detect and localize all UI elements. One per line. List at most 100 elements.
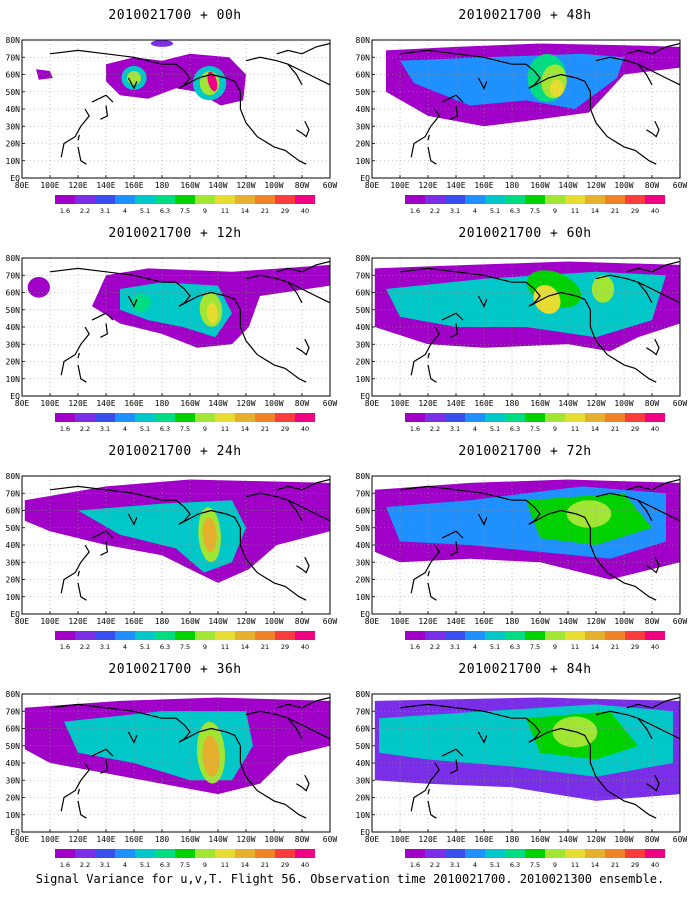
colorbar-label: 5.1 [140,643,150,651]
coastline [287,63,303,86]
colorbar-label: 40 [301,861,309,869]
latitude-tick-label: 10N [6,593,21,602]
colorbar-swatch [485,413,505,422]
longitude-tick-label: 160W [530,399,549,408]
colorbar-label: 3.1 [100,643,110,651]
colorbar-label: 21 [611,861,619,869]
colorbar-swatch [645,195,665,204]
latitude-tick-label: 20N [6,576,21,585]
colorbar-label: 6.3 [160,861,170,869]
coastline [77,582,87,601]
colorbar-swatch [445,413,465,422]
colorbar-swatch [295,849,315,858]
latitude-tick-label: 40N [6,541,21,550]
latitude-tick-label: 40N [356,105,371,114]
coastline [626,696,680,709]
colorbar-label: 11 [571,207,579,215]
colorbar-swatch [215,413,235,422]
longitude-tick-label: 160E [124,399,143,408]
longitude-tick-label: 80W [645,181,660,190]
coastline [287,717,303,740]
coastline [410,762,440,812]
longitude-tick-label: 60W [673,181,688,190]
longitude-tick-label: 100W [614,181,633,190]
longitude-tick-label: 80E [15,181,30,190]
latitude-tick-label: EQ [10,828,20,837]
colorbar-swatch [405,195,425,204]
longitude-tick-label: 140E [96,835,115,844]
coastline [528,509,657,601]
coastline [127,77,138,90]
colorbar-swatch [275,413,295,422]
longitude-tick-label: 100W [264,835,283,844]
coastline [441,94,464,103]
coastline [450,105,459,120]
latitude-tick-label: 20N [356,358,371,367]
coastline [441,530,464,539]
latitude-tick-label: 30N [6,340,21,349]
latitude-tick-label: 30N [6,558,21,567]
latitude-tick-label: 80N [356,690,371,699]
colorbar-label: 9 [203,207,207,215]
longitude-tick-label: 160E [474,617,493,626]
longitude-tick-label: 100W [264,181,283,190]
coastline [178,727,307,819]
colorbar-label: 7.5 [530,861,540,869]
coastline [276,42,330,55]
longitude-tick-label: 100E [40,399,59,408]
variance-contour [36,69,53,80]
longitude-tick-label: 180 [505,399,520,408]
longitude-tick-label: 140E [446,835,465,844]
longitude-tick-label: 180 [505,617,520,626]
panel-title: 2010021700 + 12h [108,226,242,241]
longitude-tick-label: 140W [208,835,227,844]
longitude-tick-label: 140E [446,399,465,408]
coastline [60,326,90,376]
colorbar-swatch [155,849,175,858]
colorbar-swatch [585,631,605,640]
coastline [276,260,330,273]
colorbar-swatch [175,413,195,422]
colorbar-swatch [175,195,195,204]
latitude-tick-label: 80N [6,254,21,263]
colorbar-swatch [485,631,505,640]
colorbar-swatch [525,849,545,858]
coastline [127,295,138,308]
colorbar-label: 29 [631,425,639,433]
colorbar-swatch [115,849,135,858]
latitude-tick-label: 60N [356,507,371,516]
coastline [276,478,330,491]
colorbar-label: 1.6 [60,207,70,215]
longitude-tick-label: 100E [390,181,409,190]
longitude-tick-label: 80W [295,835,310,844]
colorbar-label: 14 [591,425,599,433]
colorbar-swatch [605,631,625,640]
colorbar-label: 2.2 [80,643,90,651]
colorbar-label: 9 [203,643,207,651]
longitude-tick-label: 100E [40,617,59,626]
colorbar-label: 40 [301,643,309,651]
longitude-tick-label: 160E [124,617,143,626]
latitude-tick-label: 60N [6,725,21,734]
longitude-tick-label: 120W [236,835,255,844]
colorbar-swatch [135,631,155,640]
colorbar-label: 14 [241,425,249,433]
latitude-tick-label: 30N [6,122,21,131]
colorbar-swatch [545,849,565,858]
longitude-tick-label: 80E [15,835,30,844]
coastline [427,788,430,795]
coastline [287,499,303,522]
colorbar-swatch [115,631,135,640]
latitude-tick-label: EQ [360,828,370,837]
colorbar-swatch [195,195,215,204]
latitude-tick-label: 70N [356,489,371,498]
coastline [296,120,310,138]
longitude-tick-label: 120E [68,181,87,190]
colorbar-swatch [505,631,525,640]
coastline [646,774,660,792]
colorbar-label: 4 [123,643,127,651]
colorbar-swatch [215,631,235,640]
colorbar-label: 4 [123,207,127,215]
coastline [49,703,176,719]
